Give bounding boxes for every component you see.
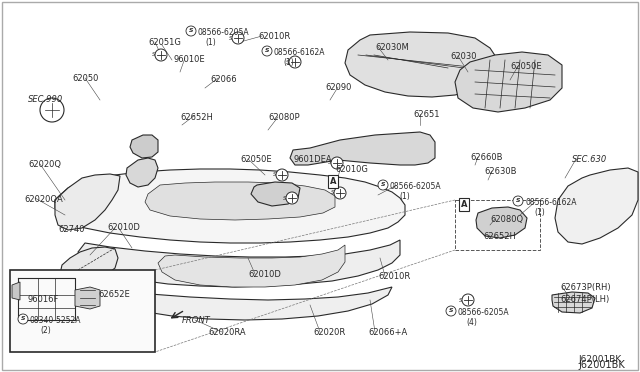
Circle shape <box>331 157 343 169</box>
Text: S: S <box>285 60 289 64</box>
Text: 62020R: 62020R <box>313 328 345 337</box>
Text: 62020Q: 62020Q <box>28 160 61 169</box>
Circle shape <box>286 192 298 204</box>
Text: S: S <box>228 35 232 41</box>
Text: (1): (1) <box>205 38 216 47</box>
Circle shape <box>462 294 474 306</box>
Text: S: S <box>20 317 25 321</box>
Circle shape <box>446 306 456 316</box>
Text: 08566-6162A: 08566-6162A <box>525 198 577 207</box>
Text: 62090: 62090 <box>325 83 351 92</box>
Polygon shape <box>251 182 300 206</box>
Text: 62010R: 62010R <box>378 272 410 281</box>
Circle shape <box>334 187 346 199</box>
Circle shape <box>186 26 196 36</box>
Text: 62630B: 62630B <box>484 167 516 176</box>
Text: 62080P: 62080P <box>268 113 300 122</box>
Polygon shape <box>60 247 118 285</box>
Text: (1): (1) <box>534 208 545 217</box>
Text: A: A <box>461 200 467 209</box>
Text: S: S <box>449 308 453 314</box>
Circle shape <box>155 49 167 61</box>
Circle shape <box>232 32 244 44</box>
Text: 62050: 62050 <box>72 74 99 83</box>
FancyBboxPatch shape <box>10 270 155 352</box>
Text: 62010D: 62010D <box>107 223 140 232</box>
Text: 62660B: 62660B <box>470 153 502 162</box>
Circle shape <box>262 46 272 56</box>
Polygon shape <box>75 287 100 309</box>
Text: 62080Q: 62080Q <box>490 215 523 224</box>
Text: 62030M: 62030M <box>375 43 409 52</box>
Polygon shape <box>130 135 158 158</box>
Text: S: S <box>282 196 286 201</box>
Polygon shape <box>552 292 595 313</box>
Text: SEC.990: SEC.990 <box>28 95 63 104</box>
Text: S: S <box>381 183 385 187</box>
Polygon shape <box>476 207 527 238</box>
Text: 96016F: 96016F <box>28 295 60 304</box>
Text: 62673P(RH): 62673P(RH) <box>560 283 611 292</box>
Text: FRONT: FRONT <box>182 316 211 325</box>
Text: SEC.630: SEC.630 <box>572 155 607 164</box>
Polygon shape <box>82 285 392 320</box>
Text: 62051G: 62051G <box>148 38 181 47</box>
Text: 62010D: 62010D <box>248 270 281 279</box>
Polygon shape <box>126 158 158 187</box>
Text: 62652H: 62652H <box>483 232 516 241</box>
Polygon shape <box>145 182 335 220</box>
Polygon shape <box>555 168 638 244</box>
Circle shape <box>378 180 388 190</box>
Text: S: S <box>189 29 193 33</box>
Text: 62010G: 62010G <box>335 165 368 174</box>
Polygon shape <box>55 174 120 230</box>
Circle shape <box>18 314 28 324</box>
Text: 62050E: 62050E <box>510 62 541 71</box>
Text: 62010R: 62010R <box>258 32 291 41</box>
Text: 62020QA: 62020QA <box>24 195 63 204</box>
Text: 62740: 62740 <box>58 225 84 234</box>
Text: S: S <box>458 298 462 302</box>
Text: 62020RA: 62020RA <box>208 328 246 337</box>
Polygon shape <box>345 32 498 97</box>
Polygon shape <box>290 132 435 165</box>
Text: S: S <box>265 48 269 54</box>
Text: 62652E: 62652E <box>98 290 130 299</box>
Text: (2): (2) <box>40 326 51 335</box>
Circle shape <box>289 56 301 68</box>
Text: 08566-6205A: 08566-6205A <box>390 182 442 191</box>
Polygon shape <box>455 52 562 112</box>
Text: 62066+A: 62066+A <box>368 328 407 337</box>
Text: J62001BK: J62001BK <box>578 355 621 364</box>
Text: S: S <box>152 52 155 58</box>
Text: S: S <box>273 173 276 177</box>
Text: S: S <box>516 199 520 203</box>
Text: (4): (4) <box>466 318 477 327</box>
Text: 62674P(LH): 62674P(LH) <box>560 295 609 304</box>
Text: 08566-6205A: 08566-6205A <box>458 308 509 317</box>
Text: 62030: 62030 <box>450 52 477 61</box>
Text: J62001BK: J62001BK <box>578 360 625 370</box>
Text: 62066: 62066 <box>210 75 237 84</box>
Text: 62651: 62651 <box>413 110 440 119</box>
Text: 9601DEA: 9601DEA <box>293 155 332 164</box>
Text: (1): (1) <box>283 58 294 67</box>
Polygon shape <box>158 245 345 287</box>
Polygon shape <box>55 169 405 243</box>
Text: 08566-6162A: 08566-6162A <box>274 48 326 57</box>
Text: S: S <box>328 160 331 166</box>
Text: S: S <box>330 190 334 196</box>
Text: 62652H: 62652H <box>180 113 213 122</box>
Polygon shape <box>78 240 400 287</box>
Text: (1): (1) <box>399 192 410 201</box>
Circle shape <box>276 169 288 181</box>
Circle shape <box>513 196 523 206</box>
Circle shape <box>40 98 64 122</box>
Text: 96010E: 96010E <box>173 55 205 64</box>
Text: 62050E: 62050E <box>240 155 271 164</box>
Text: A: A <box>330 177 337 186</box>
Text: 08340-5252A: 08340-5252A <box>30 316 81 325</box>
Polygon shape <box>12 282 20 300</box>
Text: 08566-6205A: 08566-6205A <box>198 28 250 37</box>
